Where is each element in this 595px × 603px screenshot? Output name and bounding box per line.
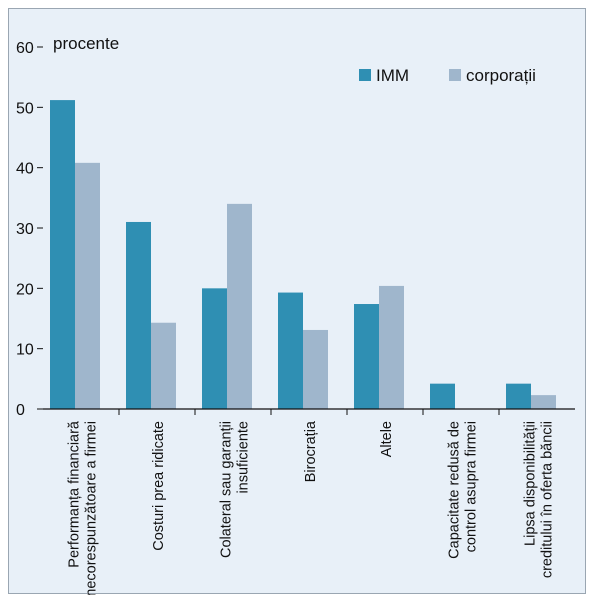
bar-corporatii bbox=[75, 162, 100, 409]
bar-corporatii bbox=[531, 395, 556, 409]
x-tick-label: creditului în oferta băncii bbox=[540, 421, 556, 578]
x-axis: Performanța financiară necorespunzătoare … bbox=[67, 420, 556, 597]
x-tick-label: Birocrația bbox=[303, 420, 319, 482]
legend-label: corporații bbox=[466, 66, 536, 85]
bar-corporatii bbox=[303, 329, 328, 409]
bar-imm bbox=[506, 383, 531, 409]
y-tick-label: 50 bbox=[16, 100, 34, 117]
y-tick-label: 60 bbox=[16, 40, 34, 57]
bar-chart: 0 10 20 30 40 50 60 procente IMM corporații Per… bbox=[16, 34, 575, 597]
bar-imm bbox=[354, 304, 379, 409]
x-tick-label: Altele bbox=[379, 421, 395, 457]
x-tick-label: Costuri prea ridicate bbox=[151, 421, 167, 551]
legend: IMM corporații bbox=[359, 66, 536, 85]
legend-label: IMM bbox=[376, 66, 409, 85]
bar-corporatii bbox=[227, 203, 252, 409]
y-tick-label: 10 bbox=[16, 342, 34, 359]
x-tick-label: insuficiente bbox=[236, 421, 252, 494]
legend-swatch bbox=[359, 69, 371, 81]
x-tick-label: control asupra firmei bbox=[464, 421, 480, 552]
y-tick-label: 20 bbox=[16, 281, 34, 298]
bar-imm bbox=[430, 383, 455, 409]
x-tick-label: necorespunzătoare a firmei bbox=[84, 421, 100, 595]
bar-imm bbox=[278, 292, 303, 409]
x-tick-label: Capacitate redusă de bbox=[447, 421, 463, 559]
bar-imm bbox=[202, 288, 227, 409]
y-tick-label: 40 bbox=[16, 161, 34, 178]
y-axis-label: procente bbox=[53, 34, 119, 53]
legend-swatch bbox=[449, 69, 461, 81]
y-tick-label: 0 bbox=[16, 402, 25, 419]
x-tick-label: Colateral sau garanții bbox=[219, 421, 235, 558]
bar-corporatii bbox=[379, 285, 404, 409]
x-tick-label: Performanța financiară bbox=[67, 420, 83, 568]
chart-frame: 0 10 20 30 40 50 60 procente IMM corporații Per… bbox=[8, 8, 586, 597]
y-axis: 0 10 20 30 40 50 60 bbox=[16, 40, 43, 419]
bar-corporatii bbox=[151, 322, 176, 409]
x-tick-label: Lipsa disponibilității bbox=[523, 421, 539, 546]
bar-imm bbox=[126, 221, 151, 409]
bar-imm bbox=[50, 100, 75, 410]
bars bbox=[50, 100, 556, 415]
y-tick-label: 30 bbox=[16, 221, 34, 238]
